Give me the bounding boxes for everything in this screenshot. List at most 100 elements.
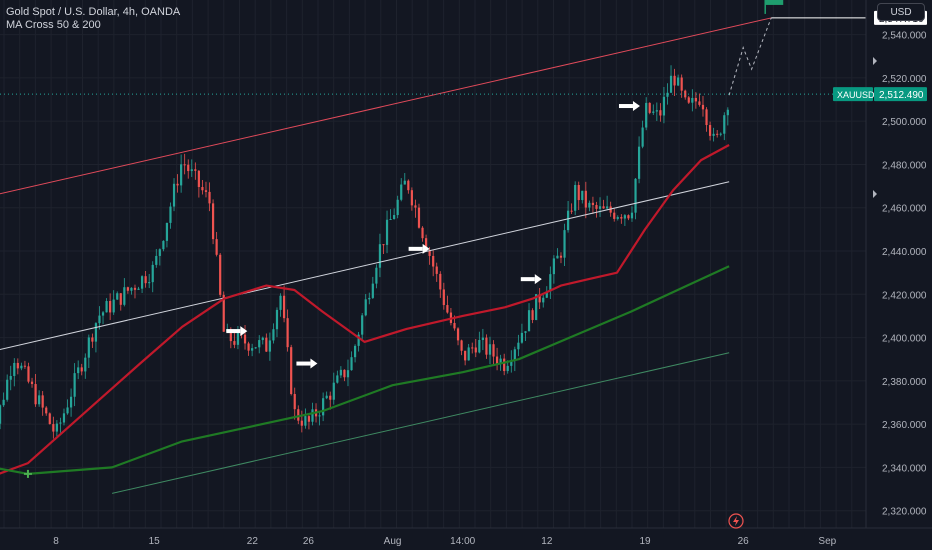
candle <box>265 333 268 352</box>
candle-body <box>275 309 279 330</box>
candle <box>353 344 357 363</box>
candle-body <box>389 219 392 221</box>
candle <box>87 334 90 369</box>
candle <box>559 252 563 264</box>
candle-body <box>581 190 584 201</box>
candle-body <box>485 337 488 355</box>
candle-body <box>9 375 12 380</box>
candle <box>606 195 609 210</box>
candle <box>272 323 275 344</box>
candle-body <box>16 362 19 369</box>
candle <box>80 363 83 376</box>
y-tick-label: 2,360.000 <box>882 420 927 431</box>
candle-body <box>552 258 555 275</box>
candle <box>297 405 300 425</box>
candle <box>581 190 584 204</box>
candle <box>258 335 261 354</box>
candle <box>140 275 144 294</box>
candle <box>0 404 2 430</box>
candle-body <box>726 109 729 116</box>
candle-body <box>130 287 133 291</box>
candle-body <box>123 287 126 305</box>
candle <box>407 179 410 194</box>
candle <box>694 92 697 109</box>
candle <box>41 391 44 416</box>
candle <box>577 181 580 211</box>
candle <box>421 226 424 242</box>
candle-body <box>492 344 495 357</box>
candle <box>6 374 9 402</box>
candle <box>165 222 169 248</box>
candle <box>172 178 176 212</box>
candle <box>432 250 435 277</box>
candle <box>247 341 250 356</box>
candle <box>669 65 673 93</box>
candle-body <box>439 273 442 290</box>
candle <box>148 273 151 289</box>
arrow-marker <box>226 326 248 337</box>
candle <box>716 130 719 138</box>
candle-body <box>620 217 623 219</box>
candle <box>109 293 112 320</box>
candle-body <box>716 133 719 135</box>
candle-body <box>609 206 612 213</box>
arrow-head <box>632 101 640 112</box>
last-price-labels: XAUUSD 2,512.490 <box>833 87 927 102</box>
candle <box>119 293 122 311</box>
candle <box>243 325 247 350</box>
x-tick-label: Sep <box>818 536 836 547</box>
arrow-shaft <box>408 246 423 251</box>
candle <box>641 120 644 149</box>
candle-body <box>126 287 129 291</box>
candle-body <box>290 347 293 395</box>
candle <box>155 249 158 268</box>
candle <box>503 353 506 376</box>
x-tick-label: 12 <box>541 536 553 547</box>
candle-body <box>531 310 534 320</box>
candle-body <box>94 323 98 342</box>
candle-body <box>435 266 438 274</box>
candle-body <box>190 169 193 172</box>
candle <box>144 270 147 288</box>
candle <box>435 262 438 282</box>
candle <box>471 342 474 354</box>
x-tick-label: Aug <box>384 536 402 547</box>
candle <box>712 127 715 142</box>
candle-body <box>251 348 254 351</box>
candle <box>531 308 534 324</box>
candle <box>460 339 463 356</box>
y-tick-label: 2,340.000 <box>882 463 927 474</box>
x-tick-label: 14:00 <box>450 536 475 547</box>
candle-body <box>176 183 179 186</box>
candle-body <box>30 381 34 385</box>
candle <box>389 209 392 221</box>
candle-body <box>169 206 172 223</box>
candle <box>84 353 87 379</box>
candle <box>69 388 73 417</box>
candle <box>13 358 16 387</box>
currency-button[interactable]: USD <box>877 3 925 21</box>
candle-body <box>279 295 282 310</box>
candle <box>623 214 626 226</box>
candle-body <box>91 337 94 342</box>
candle <box>45 406 48 416</box>
candle <box>517 334 520 357</box>
candle <box>400 178 403 202</box>
candle <box>30 377 34 388</box>
candle-body <box>322 398 325 416</box>
y-tick-label: 2,460.000 <box>882 204 927 215</box>
candle-body <box>524 331 527 333</box>
last-price-text: 2,512.490 <box>879 90 924 101</box>
candle-body <box>495 356 499 365</box>
candle-body <box>623 215 626 219</box>
candle <box>27 362 30 384</box>
candle <box>634 177 637 220</box>
candle <box>357 332 360 352</box>
candle <box>527 303 531 332</box>
candle-body <box>346 370 350 378</box>
candle-body <box>421 227 424 239</box>
candle-body <box>556 255 559 259</box>
candle-body <box>698 101 701 105</box>
candle-body <box>20 365 23 369</box>
